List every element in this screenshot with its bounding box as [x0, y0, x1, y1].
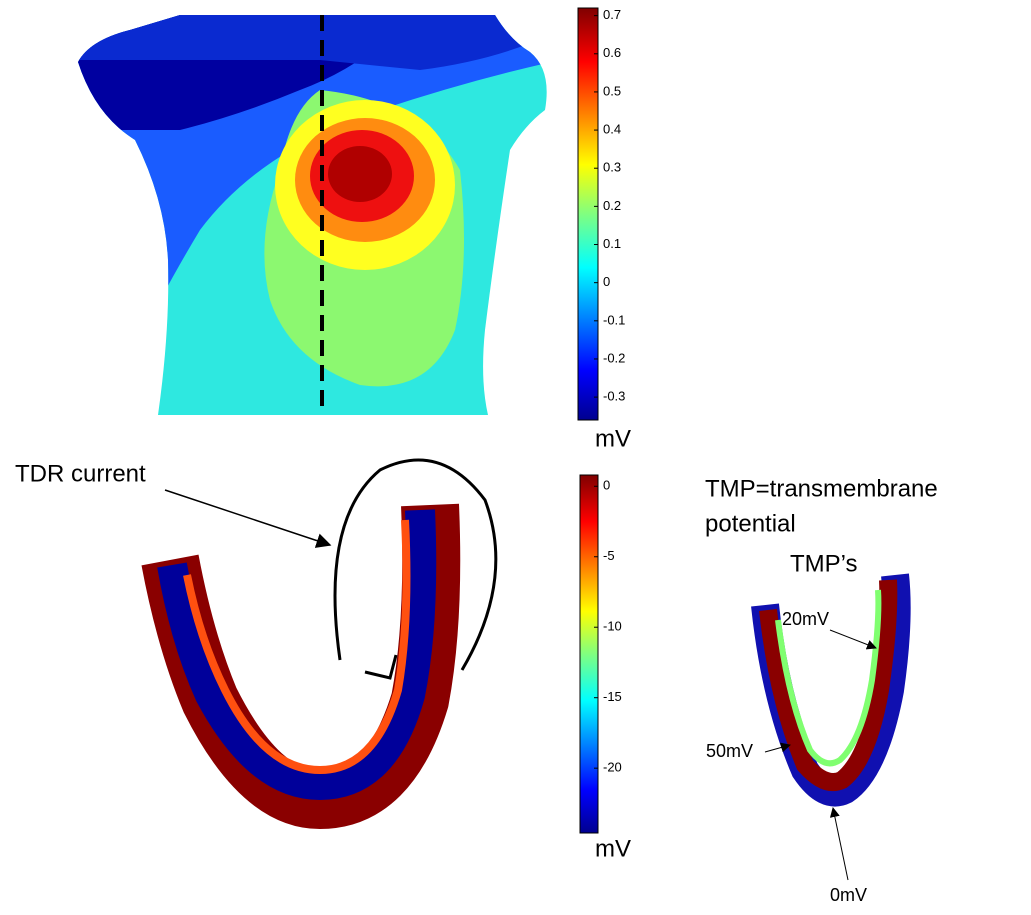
tick-label: 0.4: [603, 122, 621, 137]
tmp-subtitle: TMP’s: [790, 550, 858, 577]
tick-label: 0: [603, 478, 610, 493]
colorbar: [577, 7, 599, 421]
current-loop: [333, 458, 498, 671]
tmp-title: potential: [705, 510, 796, 537]
tick-label: -15: [603, 689, 622, 704]
tick-label: -10: [603, 619, 622, 634]
tick-label: -5: [603, 548, 615, 563]
tick-label: 0.1: [603, 236, 621, 251]
tick-label: -20: [603, 760, 622, 775]
tick-label: 0: [603, 274, 610, 289]
tick-label: 0.3: [603, 160, 621, 175]
tick-label: -0.1: [603, 312, 625, 327]
tick-label: -0.3: [603, 389, 625, 404]
tick-label: 0.7: [603, 7, 621, 22]
tmp-title: TMP=transmembrane: [705, 475, 938, 502]
tick-label: 0.5: [603, 83, 621, 98]
tmp-label: 0mV: [830, 885, 867, 905]
colorbar-unit: mV: [595, 425, 631, 452]
tick-label: -0.2: [603, 350, 625, 365]
colorbar-unit: mV: [595, 835, 631, 862]
tmp-label: 50mV: [706, 741, 753, 761]
tick-label: 0.2: [603, 198, 621, 213]
tmp-heart: [751, 573, 911, 807]
tmp-label: 20mV: [782, 609, 829, 629]
tick-label: 0.6: [603, 45, 621, 60]
colorbar: [579, 474, 599, 834]
annotation: TDR current: [15, 460, 146, 487]
torso-map: [78, 15, 547, 415]
heart-section: [141, 503, 461, 830]
